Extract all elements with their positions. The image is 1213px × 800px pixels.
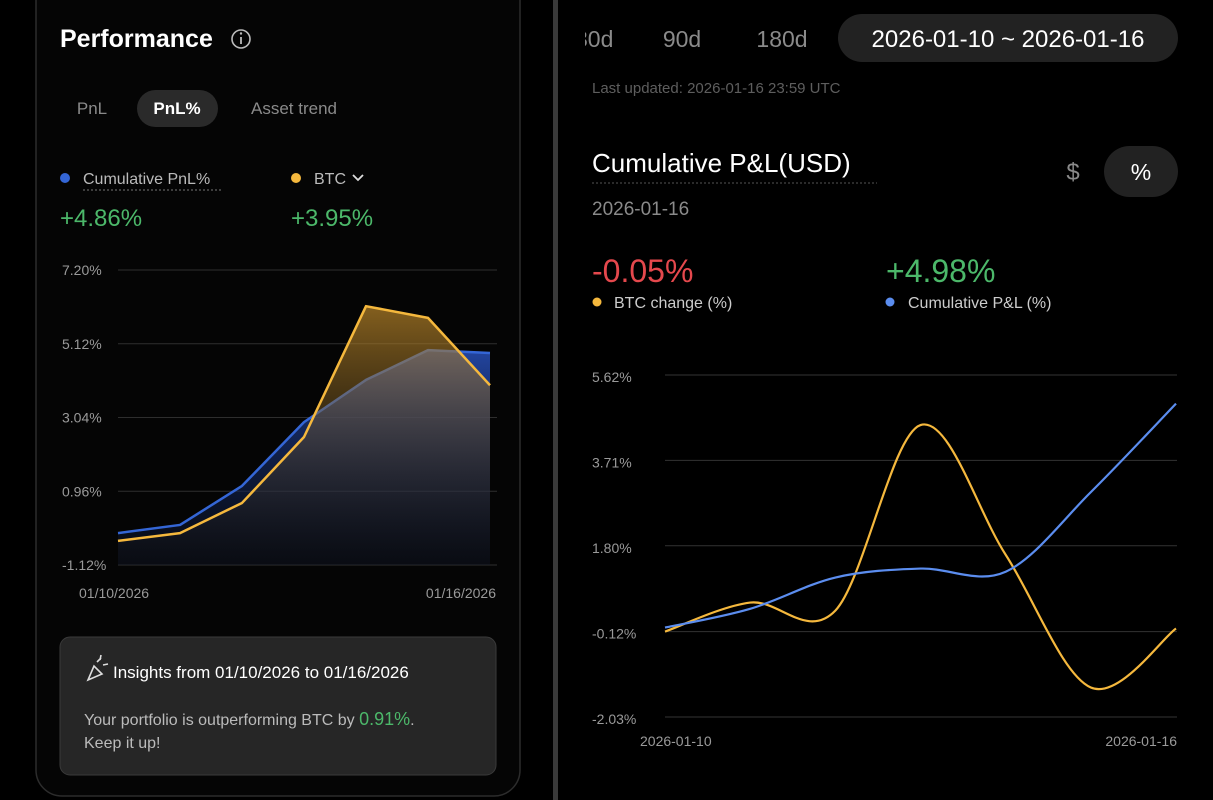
series-line	[664, 423, 1177, 691]
unit-active-bg	[1104, 146, 1178, 197]
chart-title: Cumulative P&L(USD)	[592, 148, 851, 178]
legend-value: +3.95%	[291, 205, 373, 232]
legend-dot	[291, 173, 301, 183]
legend-label[interactable]: BTC	[314, 171, 346, 188]
insights-body: Your portfolio is outperforming BTC by 0…	[84, 709, 415, 729]
legend-dot	[885, 297, 895, 307]
tab[interactable]: 30d	[575, 26, 613, 52]
y-tick-label: -0.12%	[592, 626, 636, 642]
legend-value: -0.05%	[592, 253, 693, 289]
insights-title: Insights from 01/10/2026 to 01/16/2026	[113, 663, 409, 682]
tab-active-bg	[838, 14, 1178, 62]
y-tick-label: 5.62%	[592, 369, 632, 385]
tab[interactable]: 90d	[663, 26, 701, 52]
x-tick-label: 2026-01-10	[640, 733, 712, 749]
tab[interactable]: 180d	[756, 26, 807, 52]
legend-dot	[592, 297, 602, 307]
legend-value: +4.98%	[886, 253, 995, 289]
party-icon	[86, 654, 109, 682]
y-tick-label: 5.12%	[62, 336, 102, 352]
unit-toggle[interactable]: $	[1066, 159, 1079, 186]
y-tick-label: -2.03%	[592, 711, 636, 727]
y-tick-label: -1.12%	[62, 557, 106, 573]
tab-active[interactable]: PnL%	[153, 99, 200, 118]
tab[interactable]: Asset trend	[251, 99, 337, 118]
info-icon[interactable]	[231, 29, 251, 49]
tab-active-bg	[137, 90, 218, 127]
series-line	[117, 304, 491, 543]
y-tick-label: 3.71%	[592, 454, 632, 470]
area	[118, 306, 490, 565]
chevron-icon[interactable]	[352, 174, 364, 182]
y-tick-label: 3.04%	[62, 410, 102, 426]
series-line	[664, 402, 1177, 629]
y-tick-label: 7.20%	[62, 262, 102, 278]
chart-subtitle: 2026-01-16	[592, 199, 689, 220]
x-tick-label: 01/10/2026	[79, 585, 149, 601]
insights-highlight: 0.91%	[359, 709, 410, 729]
x-tick-label: 2026-01-16	[1105, 733, 1177, 749]
panel-card	[35, 0, 521, 797]
panel-title: Performance	[60, 25, 213, 53]
divider	[553, 0, 558, 800]
legend-dot	[60, 173, 70, 183]
x-tick-label: 01/16/2026	[426, 585, 496, 601]
tab-active[interactable]: 2026-01-10 ~ 2026-01-16	[872, 26, 1145, 53]
insights-box	[59, 636, 497, 776]
legend-label: Cumulative P&L (%)	[908, 295, 1051, 312]
insights-body: Keep it up!	[84, 735, 161, 752]
legend-label: BTC change (%)	[614, 295, 732, 312]
y-tick-label: 0.96%	[62, 483, 102, 499]
range-tabs: 30d	[575, 26, 613, 52]
insights-text: Your portfolio is outperforming BTC by	[84, 712, 355, 729]
y-tick-label: 1.80%	[592, 540, 632, 556]
legend-label[interactable]: Cumulative PnL%	[83, 171, 210, 188]
tab[interactable]: PnL	[77, 99, 107, 118]
insights-text: .	[410, 712, 414, 729]
unit-toggle-active[interactable]: %	[1131, 159, 1151, 185]
legend-value: +4.86%	[60, 205, 142, 232]
last-updated: Last updated: 2026-01-16 23:59 UTC	[592, 80, 841, 97]
